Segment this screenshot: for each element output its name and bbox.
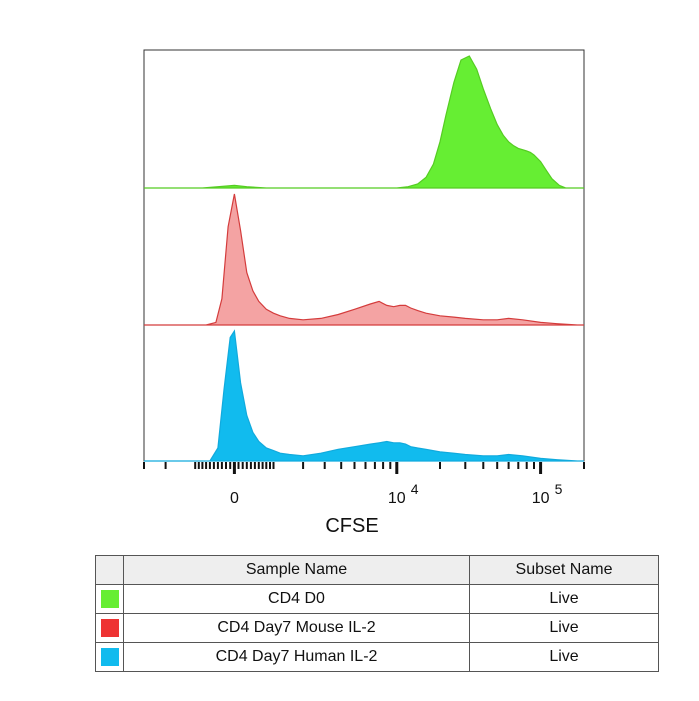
x-tick-label-exponent: 4	[411, 481, 419, 497]
legend-swatch	[100, 590, 119, 608]
legend-header-sample-name: Sample Name	[123, 555, 470, 585]
legend-header-swatch	[95, 555, 124, 585]
x-tick-label: 10	[532, 490, 550, 507]
legend-swatch-cell	[95, 613, 124, 643]
subset-name-cell: Live	[469, 613, 659, 643]
subset-name-cell: Live	[469, 642, 659, 672]
sample-name-cell: CD4 Day7 Mouse IL-2	[123, 613, 470, 643]
sample-name-cell: CD4 D0	[123, 584, 470, 614]
histogram-series-3	[144, 329, 584, 462]
histogram-series-2	[144, 193, 584, 326]
histogram-series-1	[144, 55, 584, 189]
legend-swatch-cell	[95, 642, 124, 672]
table-row: CD4 Day7 Human IL-2 Live	[95, 642, 659, 672]
x-axis-title: CFSE	[325, 515, 378, 537]
subset-name-cell: Live	[469, 584, 659, 614]
histogram-chart: 0 10 4 10 5 CFSE	[143, 49, 585, 537]
x-tick-label-exponent: 5	[555, 481, 563, 497]
plot-frame	[143, 49, 585, 462]
sample-legend-table: Sample Name Subset Name CD4 D0 Live CD4 …	[95, 555, 659, 672]
legend-swatch	[100, 648, 119, 666]
x-tick-label: 10	[388, 490, 406, 507]
legend-header-row: Sample Name Subset Name	[95, 555, 659, 585]
legend-swatch-cell	[95, 584, 124, 614]
sample-name-cell: CD4 Day7 Human IL-2	[123, 642, 470, 672]
table-row: CD4 Day7 Mouse IL-2 Live	[95, 613, 659, 643]
table-row: CD4 D0 Live	[95, 584, 659, 614]
x-tick-label: 0	[230, 490, 239, 507]
legend-swatch	[100, 619, 119, 637]
legend-header-subset-name: Subset Name	[469, 555, 659, 585]
